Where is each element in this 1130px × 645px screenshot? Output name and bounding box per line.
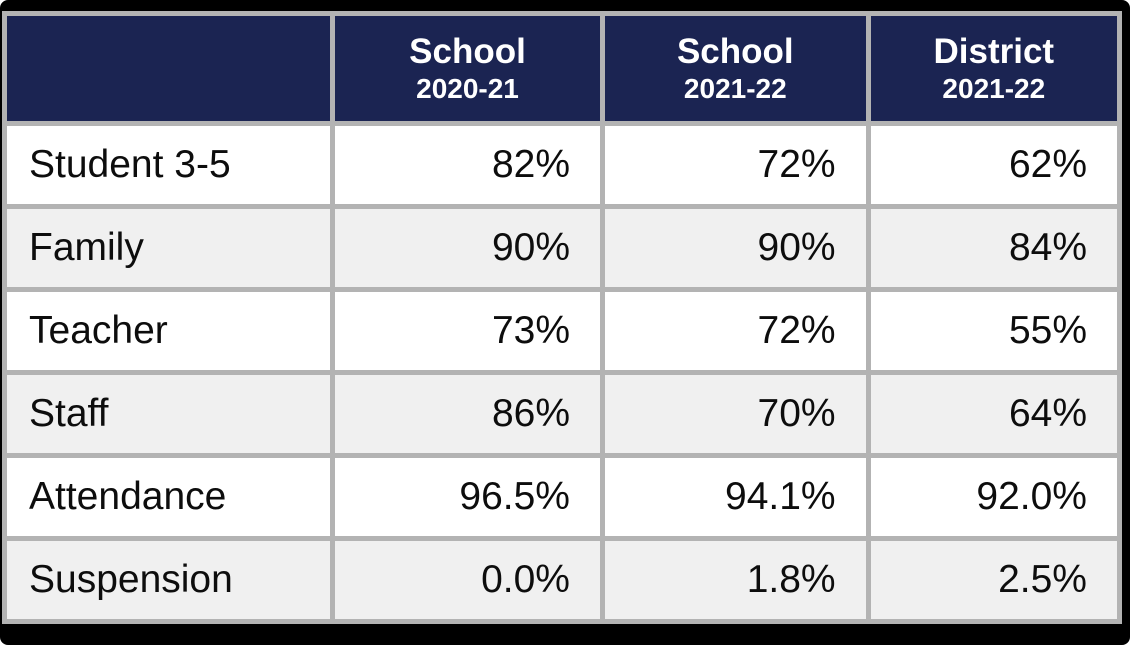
- table-row-staff: Staff 86% 70% 64%: [7, 375, 1117, 453]
- cell-value: 64%: [870, 375, 1117, 453]
- cell-value: 2.5%: [870, 541, 1117, 619]
- header-title: School: [676, 32, 794, 72]
- row-label: Suspension: [7, 541, 331, 619]
- table-row-attendance: Attendance 96.5% 94.1% 92.0%: [7, 458, 1117, 536]
- table-header: School 2020-21 School 2021-22 District 2…: [7, 16, 1117, 121]
- cell-value: 70%: [605, 375, 866, 453]
- table-row-suspension: Suspension 0.0% 1.8% 2.5%: [7, 541, 1117, 619]
- header-row: School 2020-21 School 2021-22 District 2…: [7, 16, 1117, 121]
- header-title: District: [933, 32, 1055, 72]
- cell-value: 94.1%: [605, 458, 866, 536]
- cell-value: 55%: [870, 292, 1117, 370]
- row-label: Staff: [7, 375, 331, 453]
- table-body: Student 3-5 82% 72% 62% Family 90% 90% 8…: [7, 126, 1117, 619]
- header-title: School: [409, 32, 526, 72]
- row-label: Family: [7, 209, 331, 287]
- cell-value: 84%: [870, 209, 1117, 287]
- cell-value: 0.0%: [335, 541, 600, 619]
- table-row-student-3-5: Student 3-5 82% 72% 62%: [7, 126, 1117, 204]
- cell-value: 86%: [335, 375, 600, 453]
- row-label: Teacher: [7, 292, 331, 370]
- cell-value: 90%: [335, 209, 600, 287]
- header-subtitle: 2020-21: [416, 72, 519, 104]
- table-row-family: Family 90% 90% 84%: [7, 209, 1117, 287]
- cell-value: 72%: [605, 292, 866, 370]
- cell-value: 62%: [870, 126, 1117, 204]
- header-subtitle: 2021-22: [942, 72, 1046, 104]
- table-row-teacher: Teacher 73% 72% 55%: [7, 292, 1117, 370]
- row-label: Student 3-5: [7, 126, 331, 204]
- cell-value: 1.8%: [605, 541, 866, 619]
- header-school-2020-21: School 2020-21: [335, 16, 600, 121]
- cell-value: 90%: [605, 209, 866, 287]
- cell-value: 72%: [605, 126, 866, 204]
- cell-value: 96.5%: [335, 458, 600, 536]
- row-label: Attendance: [7, 458, 331, 536]
- header-subtitle: 2021-22: [683, 72, 787, 104]
- header-district-2021-22: District 2021-22: [870, 16, 1117, 121]
- metrics-table: School 2020-21 School 2021-22 District 2…: [2, 11, 1122, 624]
- header-corner-cell: [7, 16, 331, 121]
- cell-value: 82%: [335, 126, 600, 204]
- cell-value: 92.0%: [870, 458, 1117, 536]
- header-school-2021-22: School 2021-22: [605, 16, 866, 121]
- cell-value: 73%: [335, 292, 600, 370]
